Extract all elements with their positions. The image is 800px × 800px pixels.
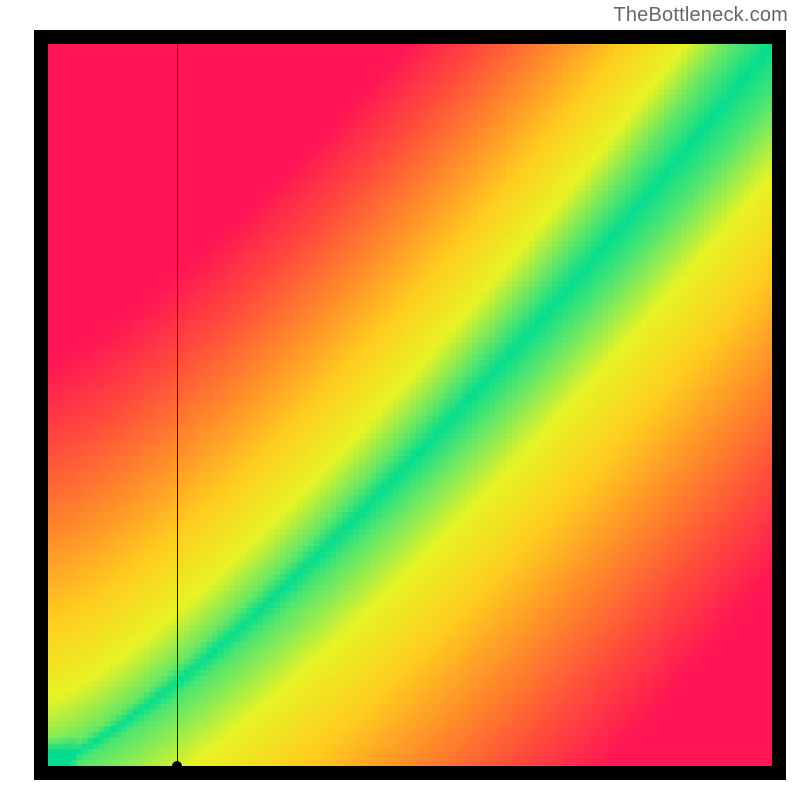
crosshair-horizontal xyxy=(48,766,772,767)
root: TheBottleneck.com xyxy=(0,0,800,800)
crosshair-vertical xyxy=(177,44,178,766)
heatmap-plot xyxy=(48,44,772,766)
crosshair-marker xyxy=(172,761,182,771)
watermark-text: TheBottleneck.com xyxy=(613,4,788,27)
